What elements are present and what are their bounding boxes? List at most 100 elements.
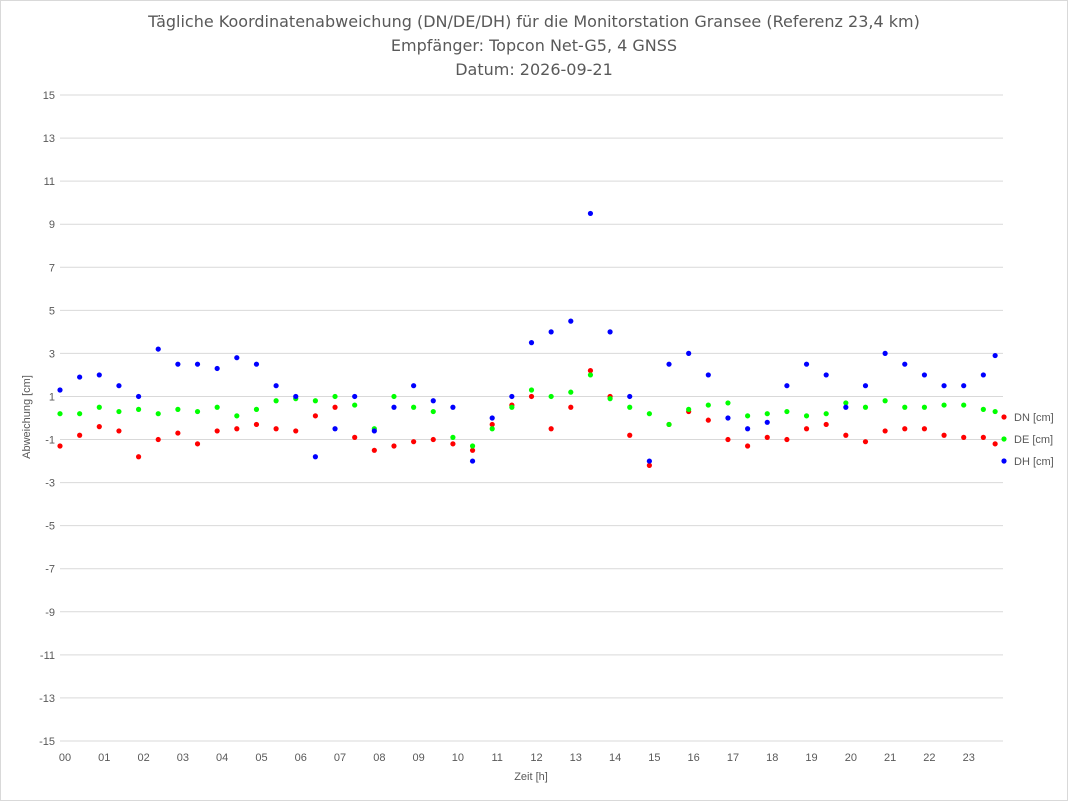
x-tick-label: 22 bbox=[923, 752, 935, 764]
y-tick-label: -1 bbox=[45, 435, 55, 447]
data-point bbox=[941, 402, 947, 408]
data-point bbox=[312, 398, 318, 404]
data-point bbox=[96, 404, 102, 410]
data-point bbox=[214, 404, 220, 410]
data-point bbox=[843, 432, 849, 438]
data-point bbox=[705, 372, 711, 378]
data-point bbox=[77, 411, 83, 417]
data-point bbox=[391, 393, 397, 400]
data-point bbox=[155, 346, 161, 352]
data-point bbox=[77, 374, 83, 380]
data-point bbox=[352, 434, 358, 440]
x-tick-label: 03 bbox=[177, 752, 189, 764]
data-point bbox=[686, 350, 692, 356]
data-point bbox=[725, 436, 731, 443]
y-tick-label: 3 bbox=[49, 348, 55, 360]
data-point bbox=[116, 408, 122, 415]
data-point bbox=[57, 443, 63, 449]
data-point bbox=[234, 355, 240, 361]
x-tick-label: 11 bbox=[491, 752, 502, 764]
data-point bbox=[764, 434, 770, 440]
data-point bbox=[411, 404, 417, 410]
data-point bbox=[745, 426, 751, 432]
y-tick-label: -7 bbox=[45, 564, 55, 576]
y-tick-label: 13 bbox=[43, 133, 55, 145]
data-point bbox=[528, 393, 535, 400]
x-tick-label: 19 bbox=[805, 752, 817, 764]
chart-title: Tägliche Koordinatenabweichung (DN/DE/DH… bbox=[148, 12, 920, 31]
x-tick-label: 00 bbox=[59, 752, 71, 764]
y-tick-label: 9 bbox=[49, 219, 55, 231]
data-point bbox=[941, 432, 947, 438]
x-tick-label: 14 bbox=[609, 752, 621, 764]
data-point bbox=[803, 426, 810, 432]
data-point bbox=[234, 426, 240, 432]
data-point bbox=[992, 352, 998, 359]
data-point bbox=[175, 406, 181, 412]
y-tick-label: 11 bbox=[44, 176, 55, 188]
data-point bbox=[607, 396, 613, 402]
x-tick-label: 15 bbox=[648, 752, 660, 764]
data-point bbox=[391, 404, 397, 410]
data-point bbox=[862, 383, 869, 389]
series-dh bbox=[57, 210, 998, 464]
data-point bbox=[96, 424, 102, 430]
x-tick-label: 17 bbox=[727, 752, 739, 764]
x-tick-label: 05 bbox=[255, 752, 267, 764]
data-point bbox=[57, 387, 63, 393]
data-point bbox=[961, 383, 967, 389]
x-tick-label: 10 bbox=[452, 752, 464, 764]
data-point bbox=[921, 426, 928, 432]
data-point bbox=[882, 350, 888, 356]
data-point bbox=[312, 454, 318, 460]
data-point bbox=[312, 413, 318, 419]
data-point bbox=[548, 426, 554, 432]
data-point bbox=[175, 361, 181, 367]
data-point bbox=[882, 428, 888, 434]
data-point bbox=[980, 372, 986, 378]
data-point bbox=[705, 402, 711, 408]
data-point bbox=[214, 428, 220, 434]
data-point bbox=[450, 434, 456, 440]
data-point bbox=[77, 432, 83, 438]
data-point bbox=[666, 361, 672, 367]
data-point bbox=[194, 408, 201, 415]
y-tick-label: -9 bbox=[45, 607, 55, 619]
data-point bbox=[214, 365, 220, 372]
data-point bbox=[469, 458, 476, 464]
data-point bbox=[175, 430, 181, 436]
data-point bbox=[194, 361, 201, 367]
data-point bbox=[862, 404, 869, 410]
data-point bbox=[627, 404, 633, 410]
x-tick-label: 01 bbox=[98, 752, 110, 764]
legend-label: DE [cm] bbox=[1014, 434, 1053, 446]
data-point bbox=[686, 406, 692, 412]
data-point bbox=[332, 404, 338, 410]
data-point bbox=[902, 361, 908, 367]
y-axis-title: Abweichung [cm] bbox=[21, 375, 33, 459]
x-tick-label: 09 bbox=[413, 752, 425, 764]
data-point bbox=[823, 421, 829, 428]
legend-marker bbox=[1001, 458, 1007, 464]
data-point bbox=[273, 398, 279, 404]
data-point bbox=[803, 361, 810, 367]
legend-marker bbox=[1001, 414, 1007, 420]
data-point bbox=[902, 426, 908, 432]
data-point bbox=[293, 428, 299, 434]
data-point bbox=[784, 436, 790, 443]
y-tick-label: -15 bbox=[39, 736, 55, 748]
data-point bbox=[135, 393, 142, 400]
data-point bbox=[764, 411, 770, 417]
x-tick-label: 18 bbox=[766, 752, 778, 764]
data-point bbox=[992, 441, 998, 447]
data-point bbox=[745, 443, 751, 449]
data-point bbox=[371, 447, 377, 453]
data-point bbox=[96, 372, 102, 378]
data-point bbox=[961, 402, 967, 408]
data-point bbox=[568, 318, 574, 324]
data-point bbox=[155, 436, 161, 443]
legend: DN [cm] DE [cm] DH [cm] bbox=[1001, 412, 1054, 468]
data-point bbox=[784, 408, 790, 415]
y-tick-label: -11 bbox=[40, 650, 55, 662]
